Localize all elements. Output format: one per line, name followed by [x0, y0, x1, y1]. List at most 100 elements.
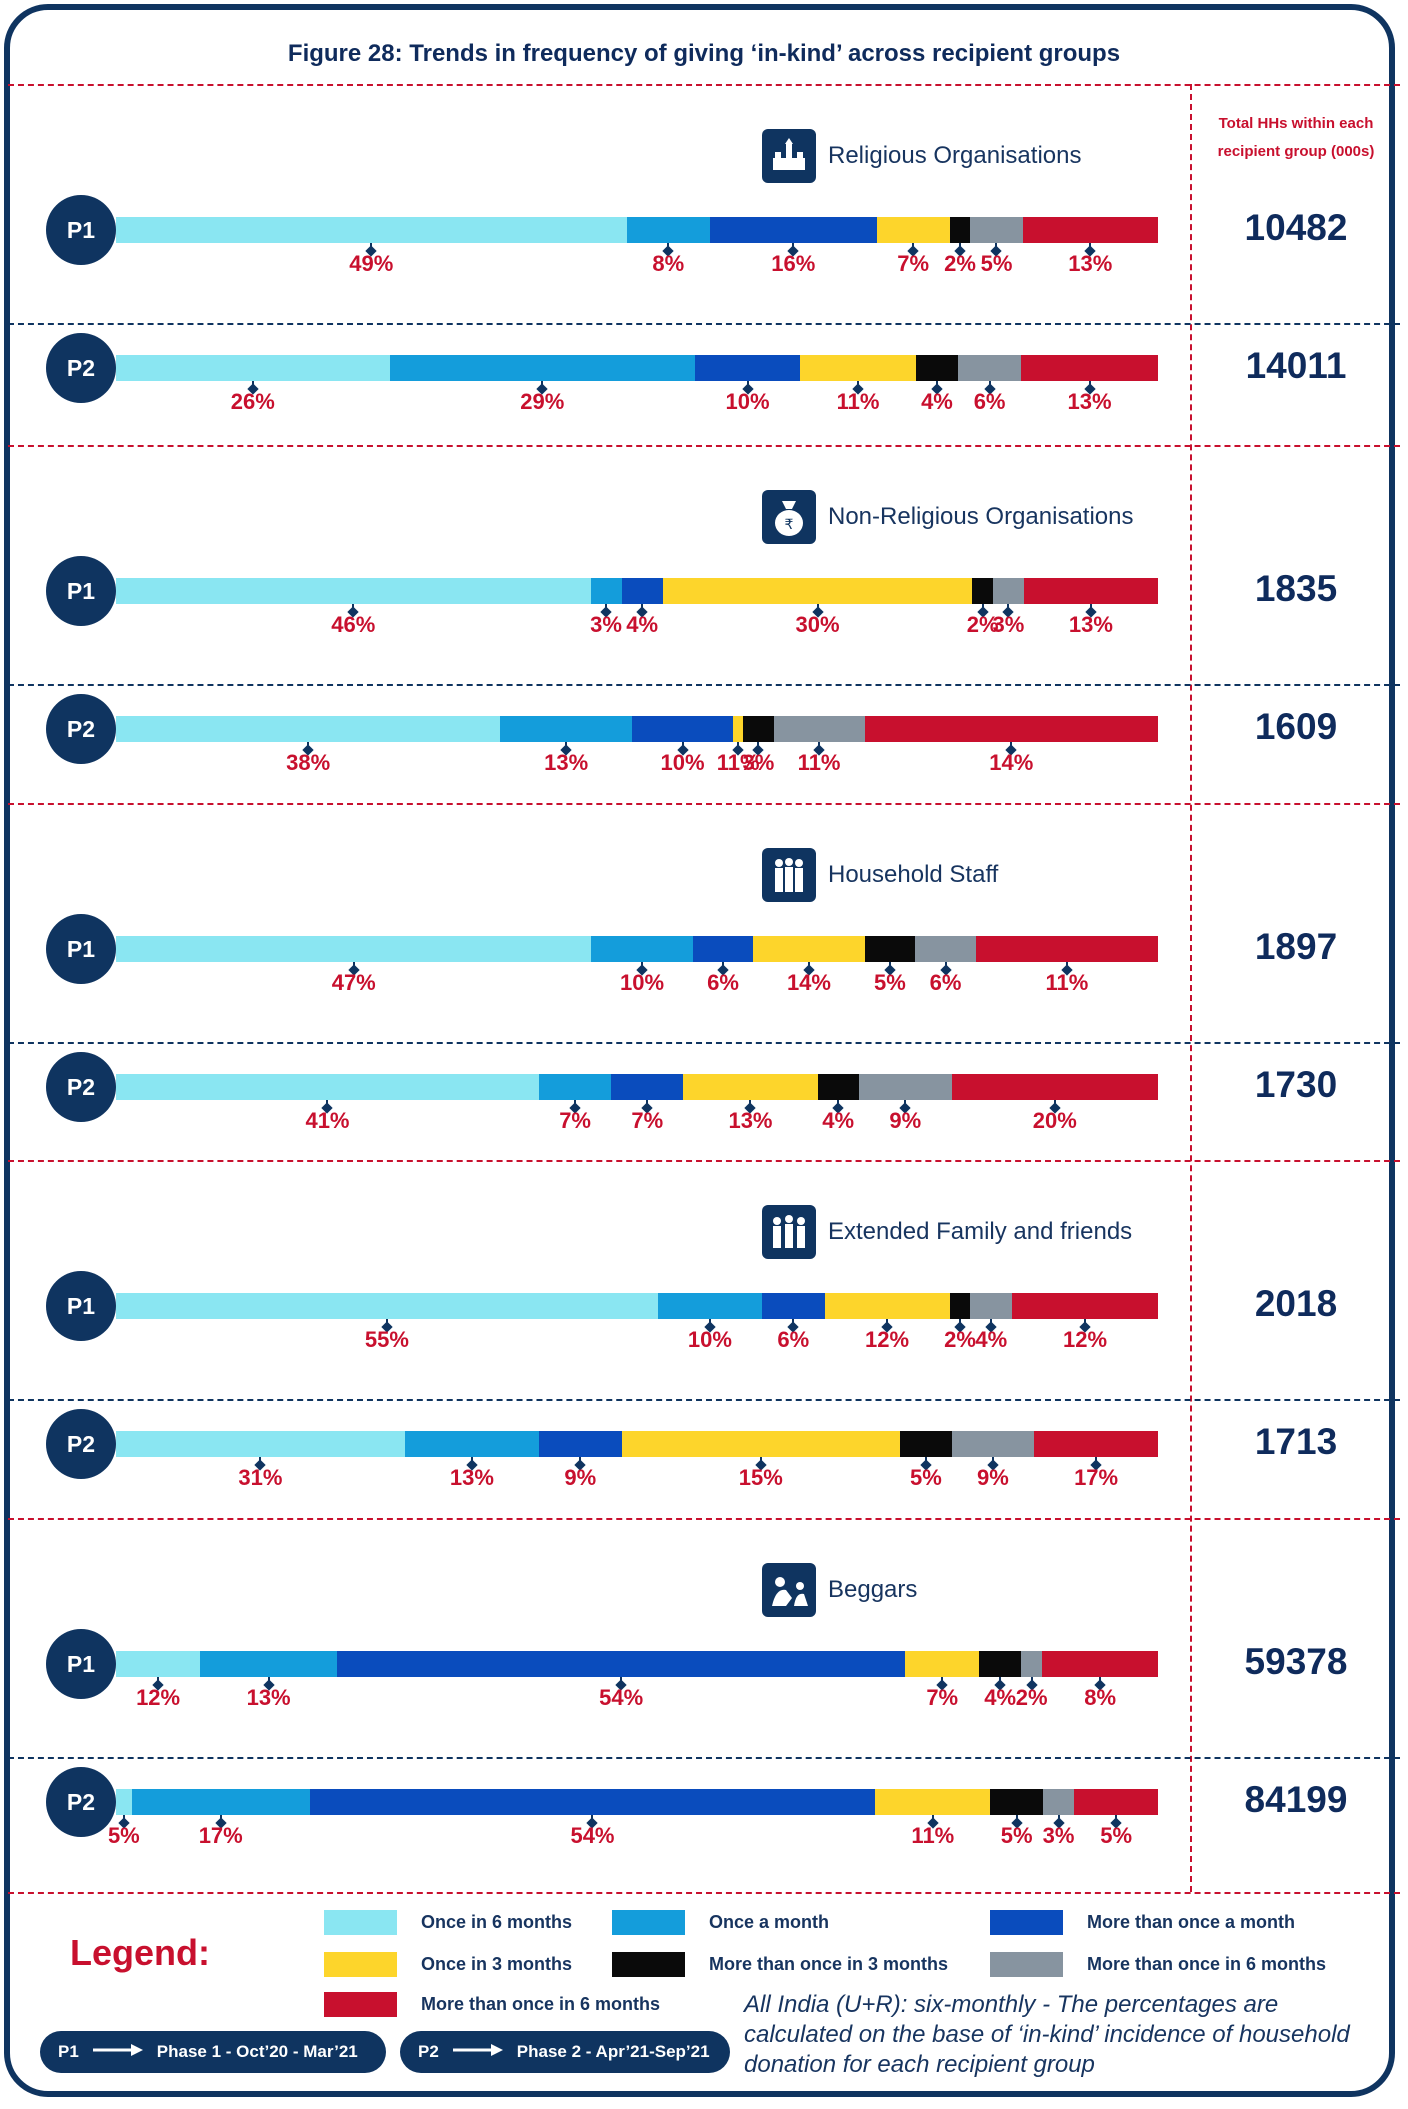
data-label: 29% — [520, 389, 565, 414]
data-label: 46% — [331, 612, 376, 637]
legend-label: More than once in 3 months — [709, 1954, 949, 1974]
phase-badge: P2 — [46, 1052, 116, 1122]
phase-badge: P1 — [46, 1629, 116, 1699]
data-label: 54% — [570, 1823, 615, 1848]
bar-segment — [116, 1074, 539, 1100]
group-total: 59378 — [1244, 1641, 1348, 1682]
phase-divider — [8, 323, 1400, 325]
bar-segment — [762, 1293, 825, 1319]
bar-segment — [694, 355, 801, 381]
legend-item: More than once in 6 months — [990, 1952, 1326, 1977]
group-divider — [8, 1518, 1400, 1520]
legend-label: Once a month — [709, 1912, 830, 1932]
bar-segment — [949, 1293, 971, 1319]
phase-code: P1 — [58, 2042, 79, 2061]
data-label: 31% — [238, 1465, 283, 1490]
bar-segment — [116, 716, 501, 742]
data-label: 6% — [707, 970, 739, 995]
bar-segment — [1074, 1789, 1158, 1815]
phase-badge: P1 — [46, 1271, 116, 1341]
data-label: 9% — [564, 1465, 597, 1490]
group-header: Extended Family and friends — [762, 1205, 1132, 1259]
group-divider — [8, 445, 1400, 447]
phase-divider — [8, 1757, 1400, 1759]
data-label: 2% — [944, 251, 976, 276]
group-header: Religious Organisations — [762, 129, 1081, 183]
legend-label: Once in 3 months — [421, 1954, 573, 1974]
bar-segment — [621, 578, 663, 604]
data-label: 13% — [728, 1108, 773, 1133]
phase-1-key: P1 Phase 1 - Oct’20 - Mar’21 — [40, 2031, 386, 2073]
legend-item: More than once in 6 months — [324, 1992, 660, 2017]
legend-swatch — [612, 1910, 685, 1935]
bar-segment — [683, 1074, 818, 1100]
money-bag-icon: ₹ — [762, 490, 816, 544]
bar-segment — [1042, 1789, 1075, 1815]
group-header: ₹ Non-Religious Organisations — [762, 490, 1133, 544]
bar-segment — [631, 716, 734, 742]
bar-segment — [1021, 355, 1158, 381]
data-label: 55% — [364, 1327, 409, 1352]
data-label: 6% — [973, 389, 1006, 414]
bar-segment — [975, 936, 1158, 962]
group-name: Beggars — [828, 1576, 918, 1603]
stacked-bar — [116, 217, 1158, 243]
figure-frame — [4, 4, 1395, 2097]
data-label: 26% — [230, 389, 275, 414]
total-column-header: Total HHs within each recipient group (0… — [1217, 115, 1375, 160]
data-label: 8% — [1084, 1685, 1116, 1710]
bar-segment — [116, 1431, 405, 1457]
data-label: 49% — [349, 251, 394, 276]
bar-segment — [876, 217, 950, 243]
data-label: 9% — [977, 1465, 1009, 1490]
bar-segment — [949, 217, 971, 243]
legend-swatch — [324, 1910, 397, 1935]
bar-segment — [116, 936, 592, 962]
data-label: 7% — [897, 251, 930, 276]
data-label: 12% — [865, 1327, 910, 1352]
bar-segment — [753, 936, 865, 962]
data-label: 3% — [590, 612, 622, 637]
data-label: 13% — [1067, 389, 1112, 414]
data-label: 13% — [1068, 251, 1113, 276]
staff-icon — [762, 848, 816, 902]
legend-item: Once a month — [612, 1910, 829, 1935]
bar-segment — [972, 578, 993, 604]
bar-segment — [404, 1431, 539, 1457]
data-label: 11% — [836, 389, 880, 414]
data-label: 47% — [331, 970, 376, 995]
bar-segment — [1042, 1651, 1158, 1677]
data-label: 8% — [652, 251, 685, 276]
data-label: 10% — [620, 970, 665, 995]
phase-divider — [8, 1399, 1400, 1401]
bar-segment — [657, 1293, 763, 1319]
phase-badge: P2 — [46, 1767, 116, 1837]
data-label: 11% — [1045, 970, 1089, 995]
family-icon — [762, 1205, 816, 1259]
group-name: Religious Organisations — [828, 142, 1082, 169]
legend-swatch — [990, 1910, 1063, 1935]
legend-label: More than once in 6 months — [1087, 1954, 1327, 1974]
group-total: 1835 — [1254, 568, 1338, 609]
data-label: 4% — [984, 1685, 1016, 1710]
data-label: 9% — [889, 1108, 922, 1133]
legend-swatch — [324, 1952, 397, 1977]
arrow-right-icon — [92, 2042, 143, 2062]
bar-segment — [116, 217, 627, 243]
bar-segment — [900, 1431, 952, 1457]
bar-segment — [662, 578, 973, 604]
data-label: 13% — [246, 1685, 291, 1710]
data-label: 14% — [786, 970, 831, 995]
bar-segment — [116, 1293, 658, 1319]
bar-segment — [1034, 1431, 1158, 1457]
data-label: 11% — [716, 750, 760, 775]
legend-item: More than once in 3 months — [612, 1952, 948, 1977]
bar-segment — [970, 1293, 1013, 1319]
group-total: 14011 — [1245, 345, 1347, 386]
legend-divider — [8, 1892, 1400, 1894]
data-label: 13% — [449, 1465, 494, 1490]
bar-segment — [389, 355, 695, 381]
data-label: 2% — [966, 612, 999, 637]
group-header: Household Staff — [762, 848, 998, 902]
phase-divider — [8, 684, 1400, 686]
